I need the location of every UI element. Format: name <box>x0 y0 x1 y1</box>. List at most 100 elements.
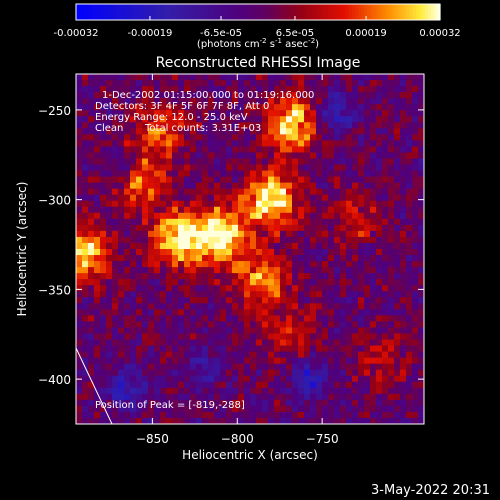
heatmap-cell <box>364 279 371 286</box>
heatmap-cell <box>136 303 143 310</box>
heatmap-cell <box>172 194 179 202</box>
heatmap-cell <box>184 86 191 93</box>
heatmap-cell <box>238 170 245 178</box>
heatmap-cell <box>316 303 323 310</box>
heatmap-cell <box>160 86 167 93</box>
colorbar-segment <box>288 4 292 20</box>
heatmap-cell <box>364 164 371 172</box>
heatmap-cell <box>160 363 167 371</box>
heatmap-cell <box>160 176 167 184</box>
heatmap-cell <box>124 315 131 322</box>
heatmap-cell <box>190 176 197 184</box>
heatmap-cell <box>352 285 359 292</box>
heatmap-cell <box>298 381 305 389</box>
colorbar-segment <box>130 4 135 20</box>
colorbar-segment <box>200 4 204 20</box>
heatmap-cell <box>220 134 227 141</box>
heatmap-cell <box>382 182 389 190</box>
heatmap-cell <box>88 152 95 159</box>
heatmap-cell <box>274 285 281 292</box>
heatmap-cell <box>118 375 125 383</box>
heatmap-cell <box>238 104 245 111</box>
heatmap-cell <box>298 170 305 178</box>
heatmap-cell <box>262 170 269 178</box>
heatmap-cell <box>412 393 419 401</box>
heatmap-cell <box>190 417 197 425</box>
heatmap-cell <box>220 104 227 111</box>
heatmap-cell <box>232 122 239 129</box>
heatmap-cell <box>286 285 293 292</box>
heatmap-cell <box>184 128 191 135</box>
heatmap-cell <box>238 158 245 166</box>
heatmap-cell <box>280 176 287 184</box>
heatmap-cell <box>76 405 83 413</box>
heatmap-cell <box>160 285 167 292</box>
heatmap-cell <box>286 140 293 147</box>
heatmap-cell <box>400 285 407 292</box>
heatmap-cell <box>166 212 173 220</box>
heatmap-cell <box>76 309 83 316</box>
heatmap-cell <box>214 140 221 147</box>
heatmap-cell <box>388 297 395 304</box>
heatmap-cell <box>280 200 287 208</box>
heatmap-cell <box>172 182 179 190</box>
heatmap-cell <box>220 279 227 286</box>
heatmap-cell <box>136 194 143 202</box>
heatmap-cell <box>358 146 365 153</box>
heatmap-cell <box>106 242 113 250</box>
heatmap-cell <box>406 212 413 220</box>
heatmap-cell <box>76 242 83 250</box>
heatmap-cell <box>268 224 275 232</box>
heatmap-cell <box>148 158 155 166</box>
heatmap-cell <box>82 212 89 220</box>
heatmap-cell <box>250 273 257 280</box>
heatmap-cell <box>160 128 167 135</box>
heatmap-cell <box>208 291 215 298</box>
heatmap-cell <box>154 236 161 244</box>
heatmap-cell <box>226 182 233 190</box>
heatmap-cell <box>88 188 95 196</box>
heatmap-cell <box>178 92 185 99</box>
heatmap-cell <box>220 92 227 99</box>
heatmap-cell <box>316 170 323 178</box>
heatmap-cell <box>382 363 389 371</box>
heatmap-cell <box>316 146 323 153</box>
heatmap-cell <box>106 80 113 87</box>
heatmap-cell <box>112 357 119 365</box>
heatmap-cell <box>208 327 215 334</box>
heatmap-cell <box>364 369 371 377</box>
heatmap-cell <box>286 242 293 250</box>
heatmap-cell <box>334 164 341 172</box>
heatmap-cell <box>328 164 335 172</box>
heatmap-cell <box>154 128 161 135</box>
colorbar-segment <box>294 4 299 20</box>
heatmap-cell <box>280 339 287 347</box>
heatmap-cell <box>172 261 179 268</box>
heatmap-cell <box>274 351 281 359</box>
heatmap-cell <box>262 80 269 87</box>
heatmap-cell <box>304 230 311 238</box>
heatmap-cell <box>166 74 173 81</box>
heatmap-cell <box>208 74 215 81</box>
heatmap-cell <box>364 98 371 105</box>
heatmap-cell <box>190 236 197 244</box>
heatmap-cell <box>400 279 407 286</box>
heatmap-cell <box>310 152 317 159</box>
heatmap-cell <box>118 242 125 250</box>
heatmap-cell <box>190 140 197 147</box>
heatmap-cell <box>256 381 263 389</box>
heatmap-cell <box>400 303 407 310</box>
heatmap-cell <box>364 116 371 123</box>
heatmap-cell <box>352 303 359 310</box>
heatmap-cell <box>124 381 131 389</box>
heatmap-cell <box>382 92 389 99</box>
heatmap-cell <box>340 116 347 123</box>
heatmap-cell <box>280 188 287 196</box>
heatmap-cell <box>286 411 293 419</box>
heatmap-cell <box>76 122 83 129</box>
heatmap-cell <box>304 146 311 153</box>
heatmap-cell <box>298 255 305 262</box>
heatmap-cell <box>412 98 419 105</box>
heatmap-cell <box>232 194 239 202</box>
heatmap-cell <box>292 74 299 81</box>
